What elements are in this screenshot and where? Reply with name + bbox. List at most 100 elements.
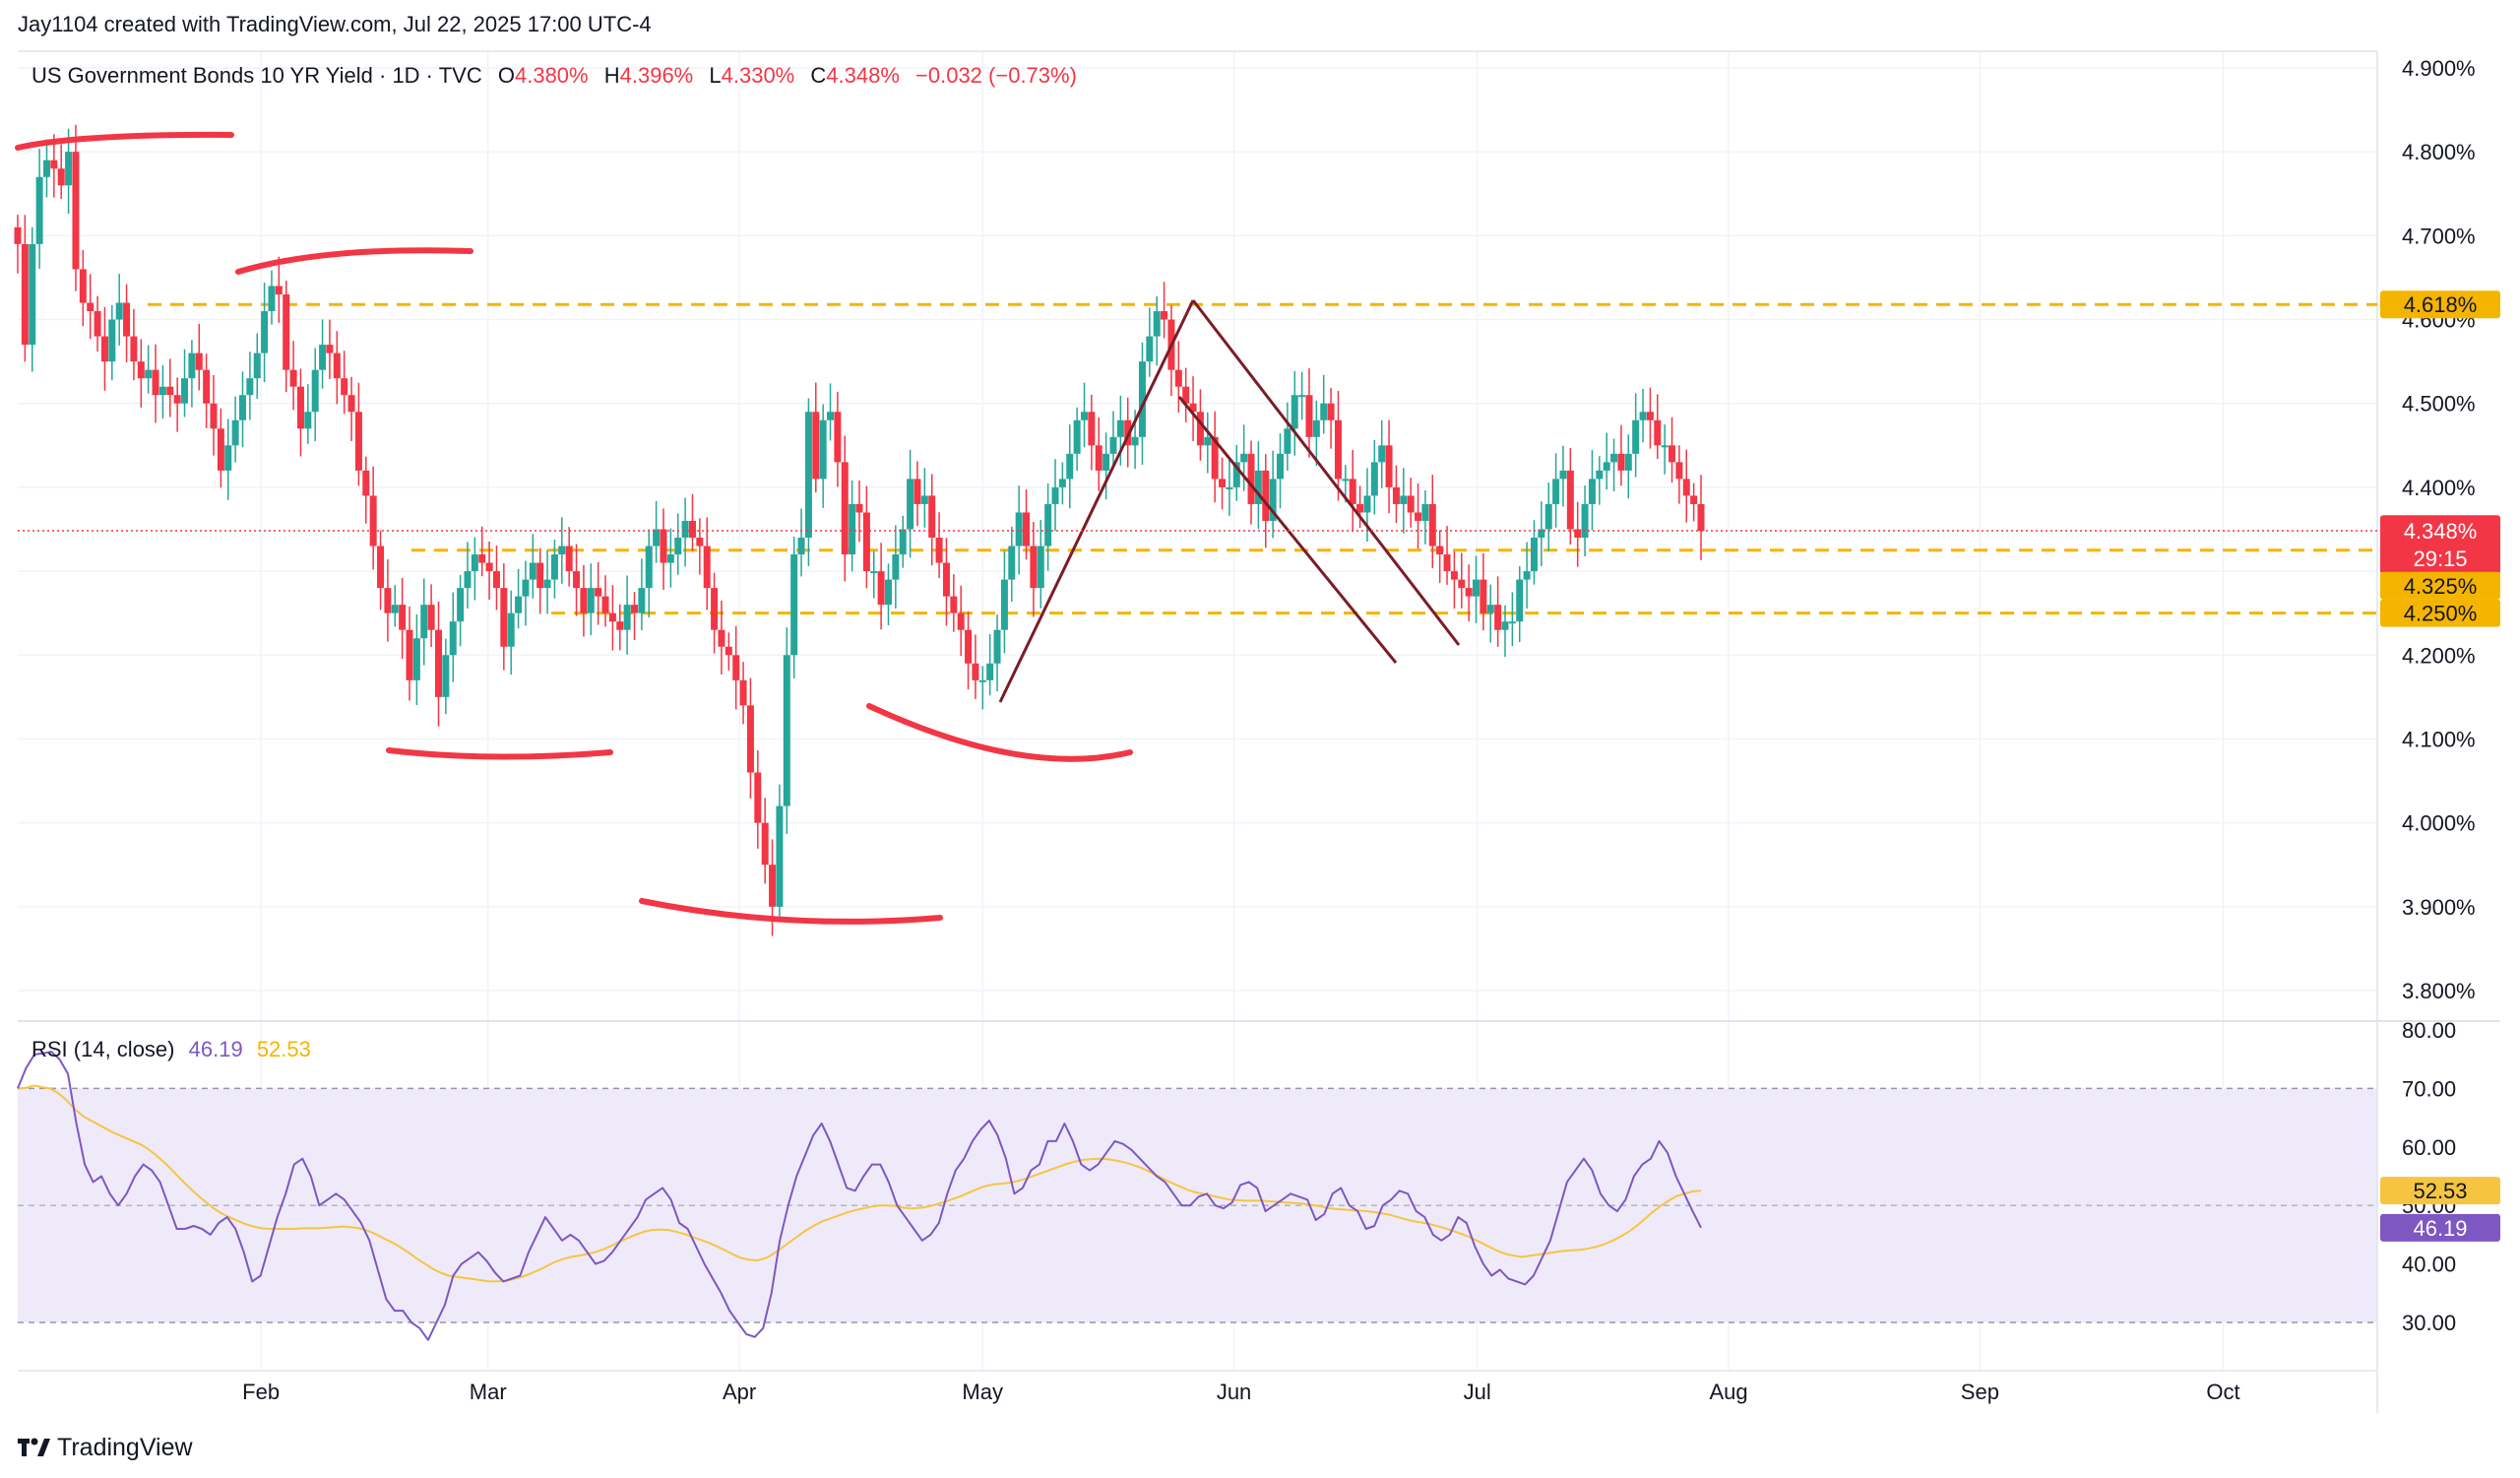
ohlc-open-value: 4.380% xyxy=(514,63,589,88)
candle-body xyxy=(108,319,116,362)
candle-body xyxy=(1153,311,1161,337)
candle-body xyxy=(123,302,131,337)
candle-body xyxy=(1603,462,1610,471)
candle-body xyxy=(65,152,73,186)
attribution-text: Jay1104 created with TradingView.com, Ju… xyxy=(18,12,652,36)
rsi-ma-value-tag-label: 52.53 xyxy=(2413,1179,2467,1203)
candle-body xyxy=(965,629,973,664)
candle-body xyxy=(608,612,616,622)
candle-body xyxy=(1617,453,1625,471)
candlestick-series xyxy=(14,124,1705,936)
candle-body xyxy=(377,546,385,589)
candle-body xyxy=(1669,445,1676,463)
rsi-band-layer xyxy=(18,1087,2377,1323)
candle-body xyxy=(1298,395,1306,398)
candle-body xyxy=(1428,503,1436,546)
candle-body xyxy=(834,412,842,463)
candle-body xyxy=(289,369,297,387)
candle-body xyxy=(137,361,145,379)
candle-body xyxy=(457,588,465,622)
price-axis-tick-label: 3.800% xyxy=(2402,979,2476,1003)
last-price-tag-box xyxy=(2380,515,2500,575)
candle-body xyxy=(972,663,979,680)
candle-body xyxy=(1538,529,1545,539)
candle-body xyxy=(724,646,732,656)
candle-body xyxy=(666,554,674,563)
candle-body xyxy=(1458,579,1466,589)
rsi-value-tag-box xyxy=(2380,1213,2500,1242)
candle-body xyxy=(877,571,885,606)
candle-body xyxy=(536,562,544,589)
candle-body xyxy=(1544,503,1552,530)
candle-body xyxy=(1189,403,1197,413)
candle-body xyxy=(1023,512,1031,546)
rsi-ma-legend-value: 52.53 xyxy=(256,1037,311,1061)
symbol-legend[interactable]: US Government Bonds 10 YR Yield · 1D · T… xyxy=(32,63,1077,89)
candle-body xyxy=(158,386,166,396)
candle-body xyxy=(195,353,203,370)
candle-body xyxy=(827,412,835,420)
rsi-legend[interactable]: RSI (14, close) 46.19 52.53 xyxy=(32,1037,311,1062)
candle-body xyxy=(1174,369,1182,387)
candle-body xyxy=(1356,503,1364,513)
candle-body xyxy=(412,638,420,680)
price-axis-tick-label: 4.400% xyxy=(2402,476,2476,500)
rsi-axis-tick-label: 80.00 xyxy=(2402,1018,2456,1043)
candle-body xyxy=(558,546,566,555)
candle-body xyxy=(703,546,711,589)
ohlc-low-label: L xyxy=(709,63,722,88)
candle-body xyxy=(529,562,536,580)
candle-body xyxy=(1138,361,1146,437)
candle-body xyxy=(638,588,646,613)
candle-body xyxy=(1015,512,1023,546)
candle-body xyxy=(246,378,254,396)
annotation-arc-top-left xyxy=(15,131,234,151)
ohlc-change-value: −0.032 (−0.73%) xyxy=(915,63,1077,88)
time-axis-tick-label: Feb xyxy=(242,1380,280,1404)
rsi-axis-tick-label: 70.00 xyxy=(2402,1076,2456,1101)
candle-body xyxy=(1363,495,1371,513)
candle-body xyxy=(942,562,950,597)
candle-body xyxy=(341,378,348,396)
candle-body xyxy=(1000,579,1008,630)
candle-body xyxy=(87,302,94,312)
candle-body xyxy=(1661,445,1669,448)
candle-body xyxy=(1305,395,1313,437)
candle-body xyxy=(573,571,581,589)
candle-body xyxy=(173,395,181,404)
tradingview-logo-icon xyxy=(18,1438,50,1456)
rsi-legend-value: 46.19 xyxy=(188,1037,243,1061)
candle-body xyxy=(57,168,65,186)
time-axis-tick-label: Aug xyxy=(1709,1380,1747,1404)
candle-body xyxy=(1073,419,1081,454)
candle-body xyxy=(746,705,754,773)
candle-body xyxy=(1473,579,1480,597)
price-axis-tick-label: 4.000% xyxy=(2402,811,2476,836)
candle-body xyxy=(471,554,478,572)
candle-body xyxy=(616,621,624,630)
candle-body xyxy=(1654,419,1662,446)
candle-body xyxy=(1552,479,1560,504)
candle-body xyxy=(253,353,261,379)
annotation-arc-may-low xyxy=(866,703,1133,762)
tradingview-logo-text: TradingView xyxy=(57,1434,193,1461)
candle-body xyxy=(1436,546,1444,555)
candle-body xyxy=(1378,445,1386,463)
symbol-title: US Government Bonds 10 YR Yield · 1D · T… xyxy=(32,63,482,88)
time-axis-tick-label: Jun xyxy=(1217,1380,1251,1404)
candle-body xyxy=(399,605,407,630)
candle-body xyxy=(884,579,892,606)
candle-body xyxy=(427,605,435,630)
price-tags: 4.618%4.325%4.250%4.348%29:154.325%52.53… xyxy=(2380,290,2500,1242)
time-axis-tick-label: Mar xyxy=(470,1380,507,1404)
candle-body xyxy=(1226,486,1233,489)
candle-body xyxy=(1639,412,1647,420)
candle-body xyxy=(188,353,196,379)
candle-body xyxy=(1501,621,1509,630)
candle-body xyxy=(645,546,653,589)
candle-body xyxy=(1559,470,1567,480)
candle-body xyxy=(761,822,769,866)
candle-body xyxy=(166,386,174,396)
candle-body xyxy=(1320,403,1328,420)
